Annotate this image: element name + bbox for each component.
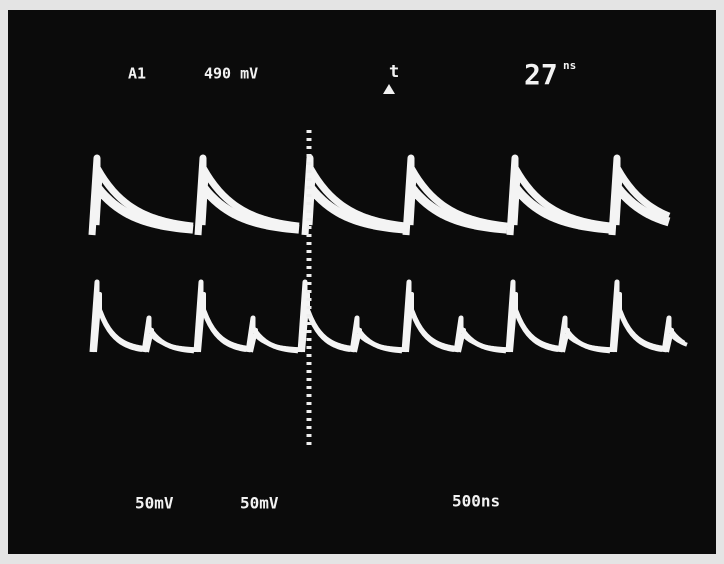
channel-label: A1 — [128, 65, 146, 83]
level-label: 490 mV — [204, 65, 258, 83]
display — [8, 10, 716, 554]
timebase: 500ns — [452, 492, 500, 511]
trigger-label: t — [389, 62, 399, 82]
oscilloscope-screen: A1 490 mV t 27 ns 50mV 50mV 500ns — [0, 0, 724, 564]
page: A1 490 mV t 27 ns 50mV 50mV 500ns (() =>… — [0, 0, 724, 564]
ch1-scale: 50mV — [135, 494, 174, 513]
time-value: 27 — [524, 58, 558, 91]
ch2-scale: 50mV — [240, 494, 279, 513]
time-unit: ns — [563, 59, 576, 72]
